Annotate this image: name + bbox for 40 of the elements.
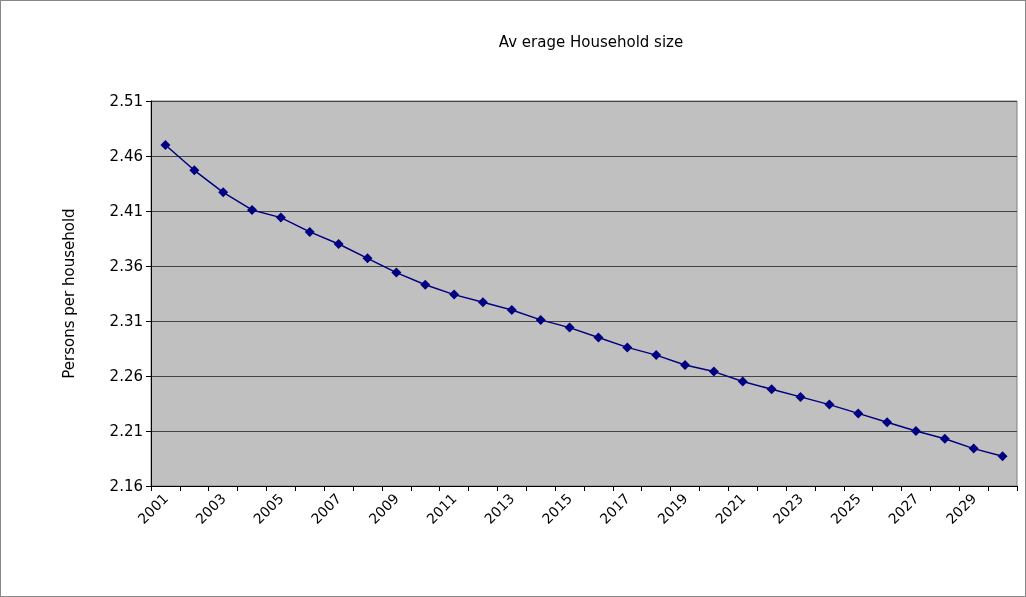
point <box>160 140 171 150</box>
y-tick-label: 2.21 <box>109 422 143 440</box>
point <box>449 289 460 300</box>
chart-title: Av erage Household size <box>498 32 684 51</box>
point <box>910 426 921 436</box>
point <box>593 332 604 343</box>
point <box>939 433 950 444</box>
y-tick-label: 2.31 <box>109 312 143 330</box>
point <box>247 204 258 215</box>
point <box>622 342 633 353</box>
point <box>275 212 286 223</box>
point <box>795 391 806 402</box>
y-tick-label: 2.51 <box>109 92 143 110</box>
y-tick-label: 2.41 <box>109 202 143 220</box>
point <box>535 314 546 325</box>
point <box>708 366 719 377</box>
point <box>853 408 864 419</box>
point <box>766 384 777 395</box>
y-axis-title: Persons per household <box>59 208 78 379</box>
point <box>824 399 835 410</box>
point <box>680 360 691 370</box>
y-tick-label: 2.36 <box>109 257 143 275</box>
point <box>997 451 1008 462</box>
point <box>506 305 517 315</box>
point <box>564 322 575 333</box>
point <box>189 165 200 176</box>
point <box>420 279 431 290</box>
point <box>651 350 662 361</box>
y-tick-label: 2.26 <box>109 367 143 385</box>
point <box>737 376 748 387</box>
point <box>968 443 979 454</box>
point <box>391 267 402 278</box>
point <box>218 187 229 198</box>
point <box>362 253 373 264</box>
y-tick-label: 2.46 <box>109 147 143 165</box>
point <box>333 239 344 249</box>
point <box>477 297 488 308</box>
point <box>304 226 315 237</box>
y-tick-label: 2.16 <box>109 477 143 495</box>
point <box>882 417 893 428</box>
